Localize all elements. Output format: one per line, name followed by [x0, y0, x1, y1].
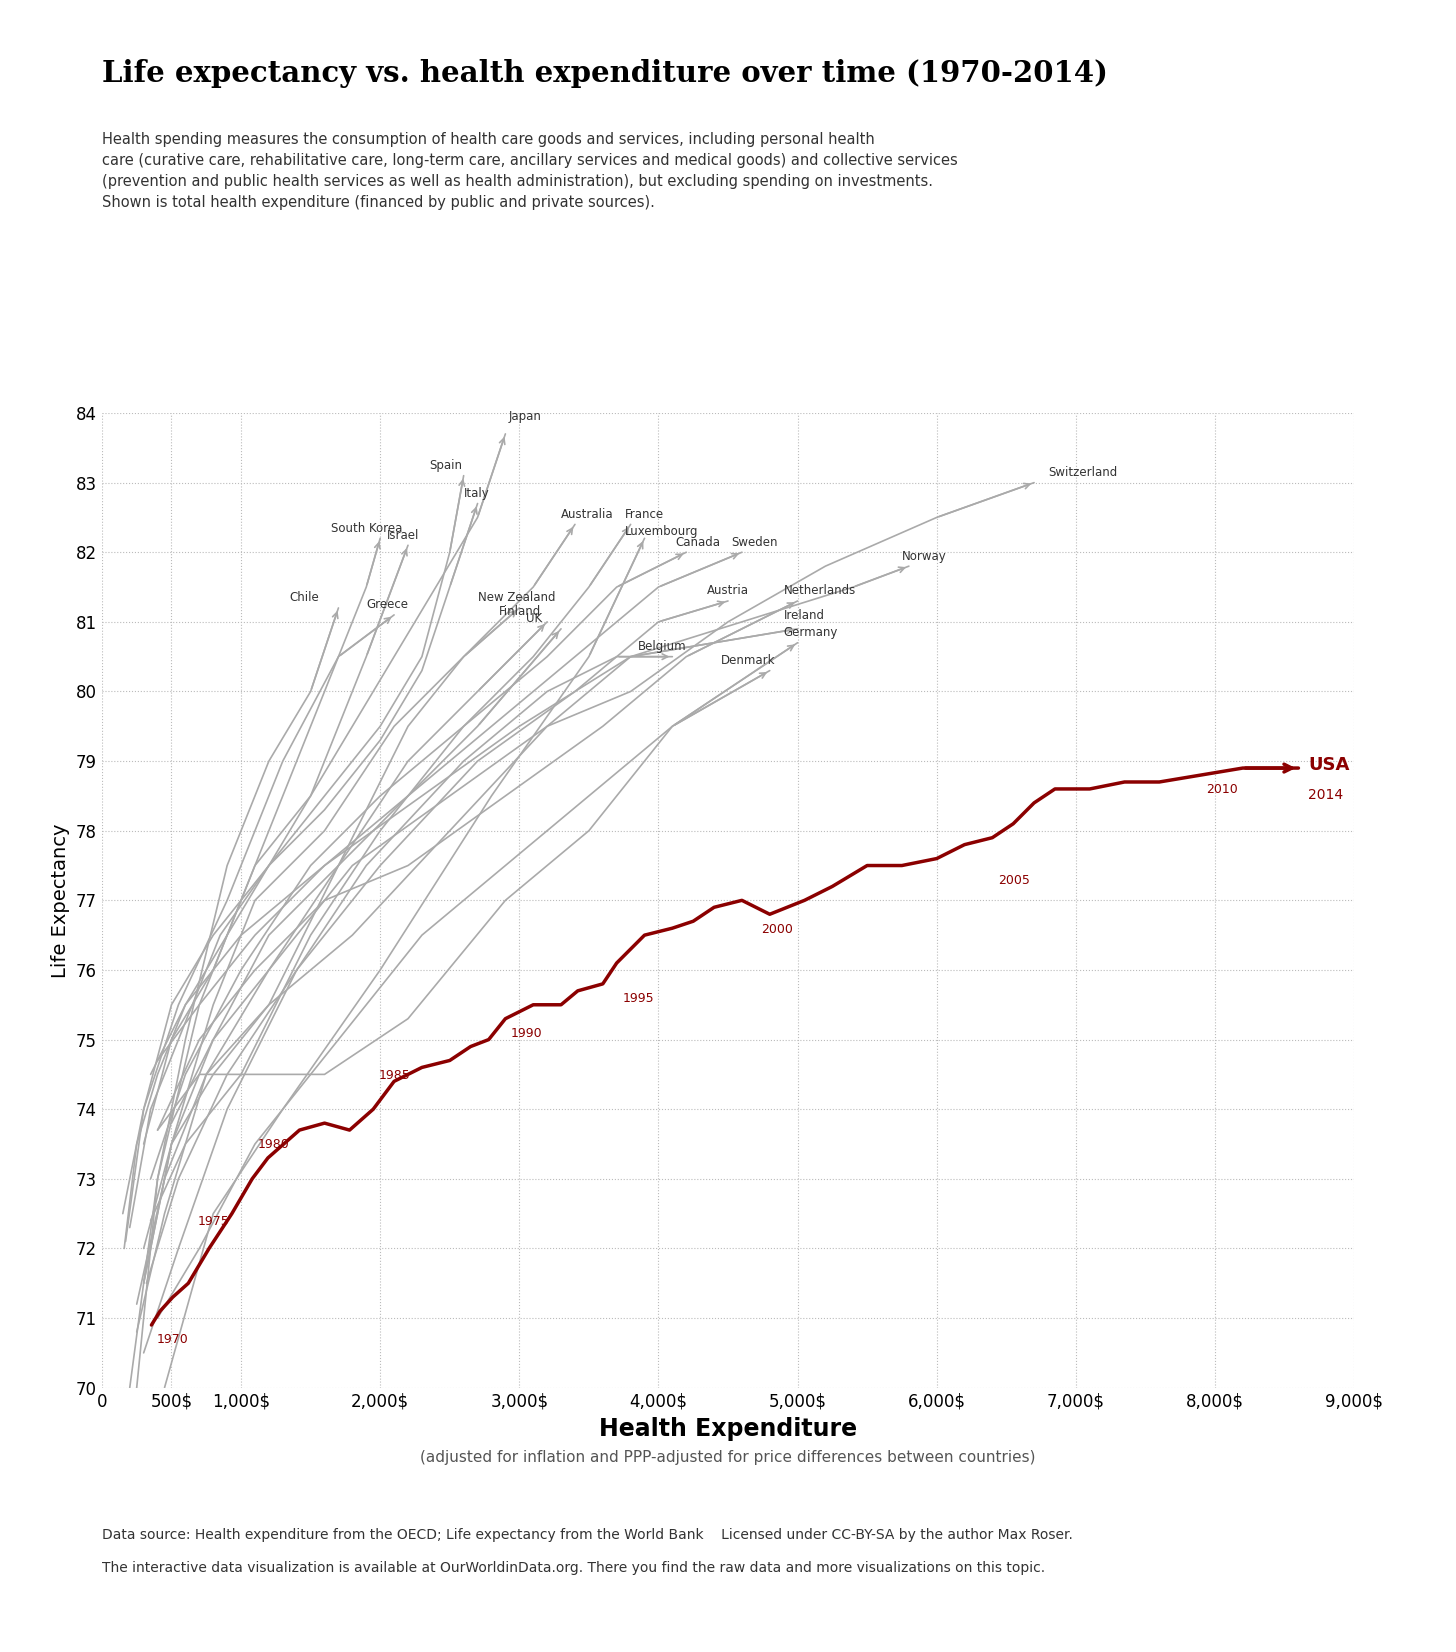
Text: Spain: Spain	[430, 459, 462, 472]
Text: New Zealand: New Zealand	[478, 591, 555, 605]
Text: 1975: 1975	[198, 1214, 230, 1227]
Text: Sweden: Sweden	[731, 535, 778, 548]
Y-axis label: Life Expectancy: Life Expectancy	[51, 823, 70, 978]
Text: USA: USA	[1307, 755, 1350, 773]
Text: UK: UK	[526, 613, 543, 626]
Text: 2000: 2000	[761, 922, 794, 935]
Text: Finland: Finland	[498, 605, 540, 618]
Text: Life expectancy vs. health expenditure over time (1970-2014): Life expectancy vs. health expenditure o…	[102, 59, 1108, 89]
Text: 1990: 1990	[511, 1028, 543, 1041]
Text: Greece: Greece	[367, 598, 408, 611]
Text: Data source: Health expenditure from the OECD; Life expectancy from the World Ba: Data source: Health expenditure from the…	[102, 1528, 1073, 1541]
Text: Ireland: Ireland	[783, 610, 824, 621]
Text: 2014: 2014	[1307, 788, 1344, 801]
Text: Chile: Chile	[290, 591, 319, 605]
Text: Luxembourg: Luxembourg	[625, 525, 699, 539]
Text: The interactive data visualization is available at OurWorldinData.org. There you: The interactive data visualization is av…	[102, 1561, 1045, 1574]
Text: 1980: 1980	[258, 1138, 290, 1151]
Text: in Data: in Data	[1297, 279, 1366, 297]
Text: Our World: Our World	[1284, 183, 1379, 202]
Text: Norway: Norway	[901, 550, 946, 563]
Text: France: France	[625, 507, 664, 520]
Text: Netherlands: Netherlands	[783, 585, 856, 598]
Text: Health spending measures the consumption of health care goods and services, incl: Health spending measures the consumption…	[102, 132, 958, 210]
Text: Japan: Japan	[508, 410, 542, 423]
Text: Austria: Austria	[708, 585, 750, 598]
Text: (adjusted for inflation and PPP-adjusted for price differences between countries: (adjusted for inflation and PPP-adjusted…	[421, 1449, 1035, 1465]
Text: Health Expenditure: Health Expenditure	[598, 1417, 858, 1441]
Text: 1970: 1970	[157, 1333, 189, 1346]
Text: 2010: 2010	[1207, 783, 1239, 796]
Text: Italy: Italy	[463, 487, 489, 501]
Text: 2005: 2005	[997, 874, 1029, 887]
Text: Denmark: Denmark	[721, 654, 776, 667]
Text: 1995: 1995	[622, 993, 654, 1004]
Text: Belgium: Belgium	[638, 641, 686, 653]
Text: Israel: Israel	[387, 529, 419, 542]
Text: 1985: 1985	[379, 1069, 411, 1082]
Text: South Korea: South Korea	[332, 522, 403, 535]
Text: Canada: Canada	[676, 535, 721, 548]
Text: Switzerland: Switzerland	[1048, 466, 1117, 479]
Text: Germany: Germany	[783, 626, 839, 639]
Text: Australia: Australia	[561, 507, 613, 520]
